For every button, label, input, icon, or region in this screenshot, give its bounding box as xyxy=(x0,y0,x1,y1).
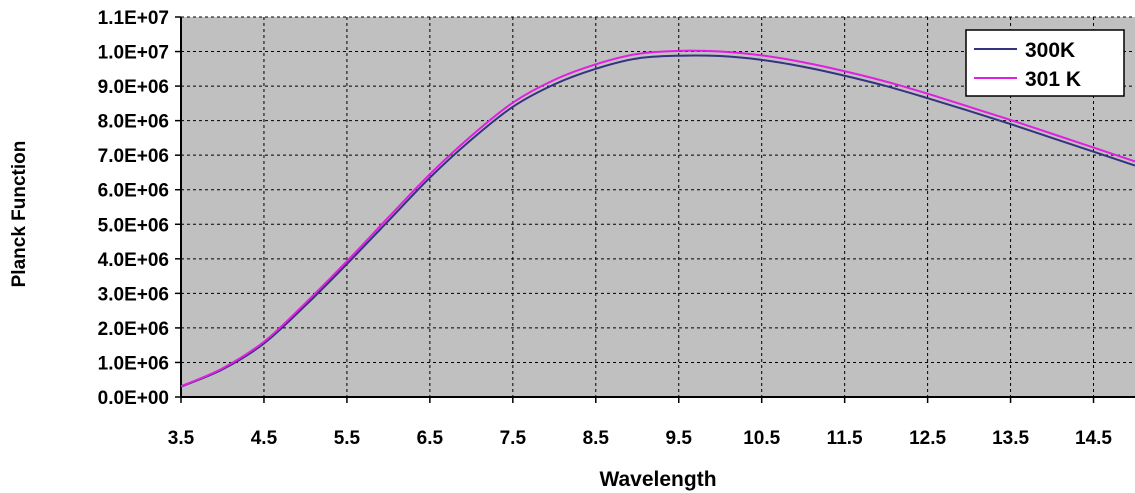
y-tick-label: 5.0E+06 xyxy=(98,215,169,236)
axis-ticks: 3.5 4.5 5.5 6.5 7.5 8.5 9.5 10.5 11.5 12.5 13.5 14.… xyxy=(98,8,1113,449)
y-tick-label: 4.0E+06 xyxy=(98,250,169,271)
y-tick-label: 1.0E+07 xyxy=(98,43,169,64)
series-group xyxy=(180,49,1135,388)
y-tick-label: 1.1E+07 xyxy=(98,8,169,29)
x-tick-label: 7.5 xyxy=(500,428,527,449)
series-line-300k xyxy=(180,54,1135,388)
x-tick-label: 9.5 xyxy=(666,428,693,449)
x-tick-label: 12.5 xyxy=(909,428,946,449)
grid-lines xyxy=(181,16,1135,397)
legend-label-301k: 301 K xyxy=(1025,68,1081,91)
x-tick-label: 14.5 xyxy=(1075,428,1112,449)
y-axis-title: Planck Function xyxy=(9,141,30,288)
x-tick-label: 6.5 xyxy=(417,428,444,449)
y-tick-label: 0.0E+00 xyxy=(98,388,169,409)
legend: 300K 301 K xyxy=(965,29,1125,97)
legend-box xyxy=(965,29,1125,97)
y-tick-label: 7.0E+06 xyxy=(98,146,169,167)
y-tick-label: 8.0E+06 xyxy=(98,112,169,133)
y-tick-label: 6.0E+06 xyxy=(98,181,169,202)
y-tick-label: 2.0E+06 xyxy=(98,319,169,340)
x-tick-label: 13.5 xyxy=(992,428,1029,449)
x-tick-label: 10.5 xyxy=(743,428,780,449)
y-tick-label: 3.0E+06 xyxy=(98,284,169,305)
y-tick-label: 9.0E+06 xyxy=(98,77,169,98)
x-tick-label: 3.5 xyxy=(168,428,195,449)
x-tick-label: 8.5 xyxy=(583,428,610,449)
legend-label-300k: 300K xyxy=(1025,39,1075,62)
y-tick-label: 1.0E+06 xyxy=(98,353,169,374)
x-tick-label: 5.5 xyxy=(334,428,361,449)
x-axis-title: Wavelength xyxy=(599,468,716,491)
x-tick-label: 4.5 xyxy=(251,428,278,449)
x-tick-label: 11.5 xyxy=(827,428,863,449)
series-line-301k xyxy=(180,49,1135,388)
